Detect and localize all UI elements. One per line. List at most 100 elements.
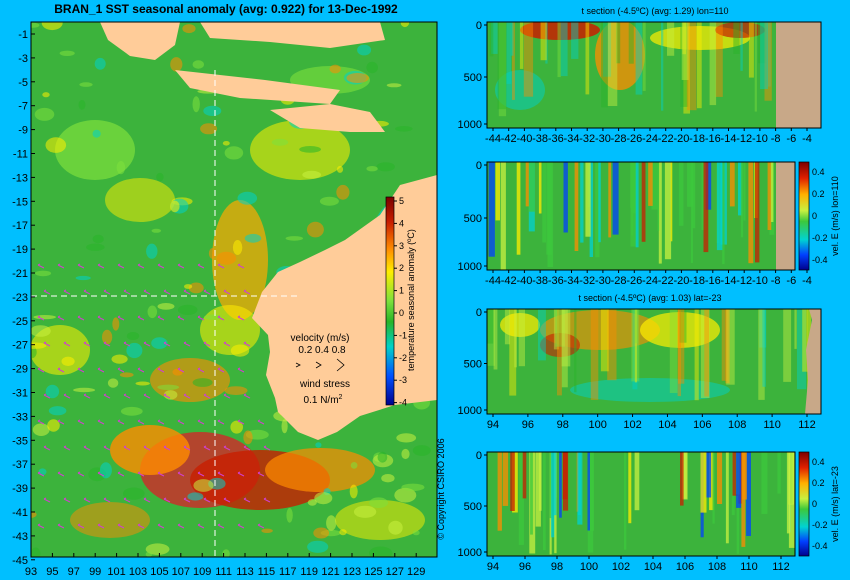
- anomaly-eddy: [366, 61, 379, 74]
- velocity-vector: [57, 419, 65, 425]
- anomaly-eddy: [48, 406, 67, 416]
- section-stripe: [607, 22, 618, 106]
- section-stripe: [721, 309, 728, 381]
- sst-colorbar-label: temperature seasonal anomaly (ºC): [406, 229, 416, 371]
- section-x-tick-label: -24: [642, 133, 658, 145]
- section-x-tick-label: 102: [612, 561, 630, 573]
- section-x-tick-label: -42: [501, 133, 517, 145]
- velocity-vector: [163, 341, 171, 347]
- anomaly-eddy: [157, 303, 175, 310]
- velocity-vector: [183, 445, 191, 451]
- map-x-tick-label: 111: [215, 566, 232, 578]
- section-colorbar-tick-label: 0.2: [812, 478, 825, 488]
- section-stripe: [740, 22, 743, 71]
- section-y-tick-label: 500: [464, 213, 482, 225]
- section-stripe: [680, 22, 689, 107]
- velocity-band: [500, 162, 506, 270]
- velocity-band: [634, 452, 640, 511]
- velocity-vector: [103, 497, 111, 503]
- velocity-vector: [257, 523, 265, 529]
- anomaly-eddy: [145, 543, 170, 555]
- section-x-tick-label: -40: [516, 275, 532, 287]
- velocity-vector: [223, 393, 231, 399]
- velocity-vector: [203, 341, 211, 347]
- section-stripe: [767, 22, 771, 87]
- anomaly-eddy: [38, 468, 47, 476]
- section-x-tick-label: -28: [611, 275, 627, 287]
- anomaly-eddy: [224, 146, 244, 160]
- section-stripe: [783, 309, 792, 382]
- velocity-vector: [83, 445, 91, 451]
- anomaly-eddy: [336, 165, 344, 173]
- section-x-tick-label: -26: [626, 133, 642, 145]
- section-x-tick-label: -38: [532, 275, 548, 287]
- velocity-band: [732, 452, 738, 496]
- anomaly-eddy: [203, 105, 222, 116]
- velocity-band: [563, 162, 568, 233]
- section-x-tick-label: -4: [802, 275, 812, 287]
- velocity-band: [716, 162, 723, 251]
- anomaly-eddy: [92, 129, 101, 138]
- velocity-vector: [157, 315, 165, 321]
- section-colorbar-tick-label: 0.4: [812, 167, 825, 177]
- anomaly-eddy: [319, 196, 339, 206]
- anomaly-eddy: [145, 551, 153, 557]
- anomaly-eddy: [216, 251, 237, 265]
- velocity-band: [580, 162, 584, 243]
- section-x-tick-label: -36: [548, 275, 564, 287]
- anomaly-eddy: [388, 520, 403, 535]
- anomaly-eddy: [59, 50, 75, 56]
- velocity-band: [767, 162, 772, 230]
- anomaly-eddy: [45, 137, 67, 153]
- section-x-tick-label: -4: [802, 133, 812, 145]
- section-stripe: [491, 22, 498, 54]
- velocity-band: [729, 162, 735, 207]
- map-y-tick-label: -43: [12, 531, 28, 543]
- section-colorbar-tick-label: -0.4: [812, 255, 828, 265]
- velocity-vector: [97, 263, 105, 269]
- velocity-vector: [197, 471, 205, 477]
- anomaly-eddy: [42, 92, 50, 98]
- velocity-vector: [57, 523, 65, 529]
- sst-colorbar-tick-label: 1: [399, 286, 404, 296]
- velocity-band: [682, 452, 687, 499]
- section-1-title: t section (-4.5ºC) (avg: 1.29) lon=110: [582, 6, 729, 16]
- anomaly-eddy: [156, 172, 164, 182]
- section-x-tick-label: -6: [786, 133, 796, 145]
- section-stripe: [661, 22, 664, 111]
- velocity-vector: [163, 289, 171, 295]
- section-stripe: [540, 22, 547, 61]
- velocity-band: [736, 452, 742, 508]
- velocity-band: [743, 162, 746, 221]
- section-stripe: [601, 22, 608, 108]
- anomaly-eddy: [73, 387, 96, 393]
- velocity-vector: [37, 315, 45, 321]
- section-stripe: [678, 309, 685, 384]
- section-x-tick-label: -34: [564, 275, 580, 287]
- section-2-land: [776, 162, 795, 270]
- velocity-vector: [137, 315, 145, 321]
- section-x-tick-label: -42: [501, 275, 517, 287]
- velocity-vector: [57, 471, 65, 477]
- velocity-band: [755, 162, 760, 263]
- velocity-vector: [183, 497, 191, 503]
- section-x-tick-label: -20: [673, 133, 689, 145]
- velocity-vector: [143, 393, 151, 399]
- anomaly-eddy: [224, 386, 248, 395]
- velocity-vector: [263, 445, 271, 451]
- velocity-band: [641, 162, 646, 242]
- map-y-tick-label: -5: [18, 77, 28, 89]
- velocity-vector: [243, 497, 251, 503]
- section-x-tick-label: 104: [658, 419, 676, 431]
- anomaly-eddy: [222, 141, 230, 146]
- map-y-tick-label: -39: [12, 483, 28, 495]
- velocity-band: [530, 452, 533, 535]
- section-x-tick-label: -22: [658, 275, 674, 287]
- velocity-vector: [243, 393, 251, 399]
- section-colorbar-tick-label: 0.4: [812, 457, 825, 467]
- velocity-band: [518, 452, 524, 545]
- velocity-vector: [237, 367, 245, 373]
- anomaly-eddy: [357, 44, 372, 56]
